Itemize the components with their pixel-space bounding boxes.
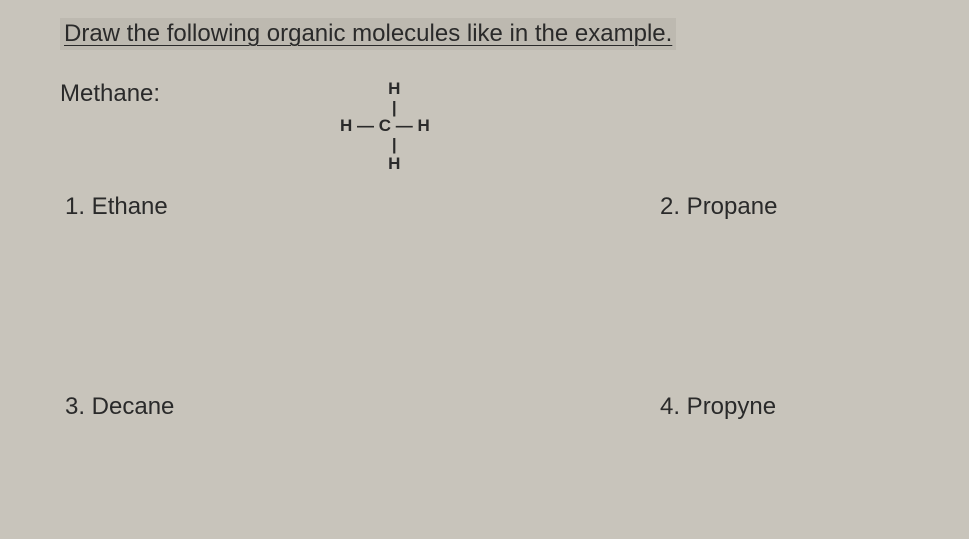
problem-decane: 3. Decane xyxy=(65,393,174,421)
problem-propyne: 4. Propyne xyxy=(660,393,776,421)
example-row: Methane: H | H — C — H | H xyxy=(60,80,909,173)
methane-structure: H | H — C — H | H xyxy=(340,80,430,173)
example-label: Methane: xyxy=(60,80,340,108)
worksheet-title: Draw the following organic molecules lik… xyxy=(60,18,676,50)
problem-ethane: 1. Ethane xyxy=(65,193,168,221)
problem-propane: 2. Propane xyxy=(660,193,777,221)
